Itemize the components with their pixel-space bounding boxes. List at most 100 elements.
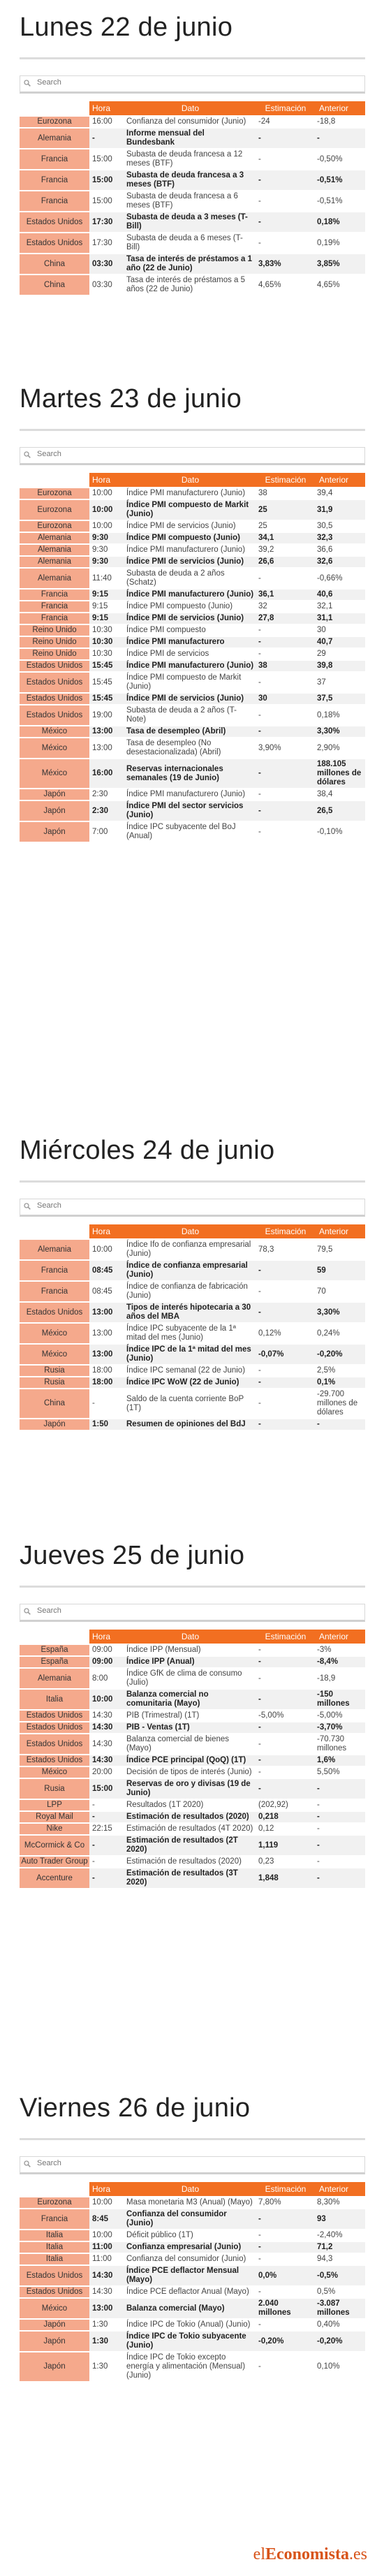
indicator-cell: Índice PMI compuesto <box>126 626 206 634</box>
estimate-cell: 30 <box>256 694 315 704</box>
estimate-cell: - <box>258 573 261 583</box>
indicator-cell: Subasta de deuda a 6 meses (T-Bill) <box>126 234 243 251</box>
event-row: Estados Unidos 15:45 Índice PMI compuesto … <box>20 673 365 692</box>
country-cell: Japón <box>20 2352 89 2381</box>
time-cell: 16:00 <box>89 759 124 788</box>
event-row: Rusia 15:00 Reservas de oro y divisas (19 … <box>20 1779 365 1799</box>
previous-cell: 1,6% <box>315 1755 365 1766</box>
estimate-cell: 3,90% <box>258 743 281 752</box>
event-row: Rusia 18:00 Índice IPC WoW (22 de Junio) -0… <box>20 1377 365 1388</box>
title-divider <box>20 2138 365 2140</box>
event-row: Japón 2:30 Índice PMI manufacturero (Junio… <box>20 789 365 800</box>
time-cell: 16:00 <box>92 117 112 126</box>
time-cell: 9:30 <box>89 533 124 543</box>
estimate-cell: 4,65% <box>258 280 281 289</box>
time-cell: 9:30 <box>89 557 124 567</box>
country-cell: Alemania <box>20 1240 89 1259</box>
country-cell: Eurozona <box>20 2197 89 2208</box>
indicator-cell: Reservas internacionales semanales (19 d… <box>124 759 256 788</box>
country-cell: España <box>20 1657 89 1667</box>
day-title: Viernes 26 de junio <box>20 2093 251 2123</box>
search-input[interactable] <box>36 1606 318 1616</box>
previous-cell: 40,7 <box>315 637 365 647</box>
time-cell: 9:30 <box>92 546 108 554</box>
estimate-cell: 25 <box>258 522 267 530</box>
previous-cell: 29 <box>317 650 326 658</box>
time-cell: 10:30 <box>92 650 112 658</box>
indicator-cell: Índice PMI manufacturero <box>124 637 256 647</box>
country-cell: Estados Unidos <box>20 694 89 704</box>
country-header <box>20 1224 89 1238</box>
event-row: China - Saldo de la cuenta corriente BoP (… <box>20 1389 365 1418</box>
indicator-cell: Índice IPC de Tokio subyacente (Junio) <box>124 2332 256 2351</box>
search-input[interactable] <box>36 2158 318 2168</box>
previous-header: Anterior <box>315 101 365 115</box>
previous-cell: - <box>317 1857 320 1866</box>
search-box[interactable] <box>20 2156 365 2174</box>
event-row: México 13:00 Índice IPC subyacente de la 1… <box>20 1324 365 1343</box>
indicator-cell: Balanza comercial no comunitaria (Mayo) <box>124 1690 256 1709</box>
search-box[interactable] <box>20 1604 365 1622</box>
country-cell: Alemania <box>20 545 89 555</box>
indicator-header: Dato <box>124 1630 256 1644</box>
previous-cell: 0,18% <box>317 710 340 719</box>
previous-cell: 40,6 <box>315 590 365 600</box>
country-cell: Rusia <box>20 1377 89 1388</box>
event-row: Italia 10:00 Balanza comercial no comunita… <box>20 1690 365 1709</box>
estimate-cell: - <box>258 1768 261 1776</box>
estimate-cell: 0,12 <box>258 1824 274 1833</box>
time-cell: 14:30 <box>89 2266 124 2285</box>
previous-cell: 32,3 <box>315 533 365 543</box>
indicator-cell: PIB (Trimestral) (1T) <box>126 1711 200 1720</box>
search-box[interactable] <box>20 75 365 94</box>
time-cell: 17:30 <box>92 238 112 247</box>
time-cell: 13:00 <box>89 2299 124 2318</box>
previous-cell: 3,30% <box>315 726 365 737</box>
estimate-cell: - <box>256 2209 315 2229</box>
indicator-cell: Confianza del consumidor (Junio) <box>126 2255 246 2263</box>
previous-cell: -2,40% <box>317 2231 343 2239</box>
country-cell: México <box>20 738 89 758</box>
day-title: Jueves 25 de junio <box>20 1541 245 1570</box>
title-divider <box>20 1586 365 1588</box>
previous-header: Anterior <box>315 473 365 487</box>
search-input[interactable] <box>36 78 318 87</box>
indicator-header: Dato <box>124 1224 256 1238</box>
indicator-cell: Índice PMI manufacturero (Junio) <box>126 546 246 554</box>
event-row: Italia 10:00 Déficit público (1T) - -2,40% <box>20 2230 365 2241</box>
indicator-cell: Índice PMI de servicios <box>126 650 209 658</box>
search-input[interactable] <box>36 449 318 459</box>
estimate-cell: 0,23 <box>258 1857 274 1866</box>
search-input[interactable] <box>36 1201 318 1210</box>
estimate-cell: - <box>258 1287 261 1296</box>
country-cell: Francia <box>20 613 89 624</box>
indicator-cell: Subasta de deuda a 2 años (Schatz) <box>126 569 225 587</box>
estimate-header: Estimación <box>256 101 315 115</box>
estimate-cell: - <box>258 2320 261 2329</box>
estimate-cell: - <box>258 2231 261 2239</box>
time-cell: - <box>89 1812 124 1822</box>
time-cell: 08:45 <box>89 1261 124 1280</box>
search-box[interactable] <box>20 447 365 465</box>
indicator-cell: Índice PMI del sector servicios (Junio) <box>124 801 256 821</box>
previous-cell: -8,4% <box>315 1657 365 1667</box>
country-cell: Japón <box>20 822 89 842</box>
event-row: Alemania 10:00 Índice Ifo de confianza emp… <box>20 1240 365 1259</box>
estimate-cell: 2.040 millones <box>256 2299 315 2318</box>
time-cell: 11:00 <box>89 2242 124 2253</box>
event-row: Estados Unidos 17:30 Subasta de deuda a 3 … <box>20 212 365 232</box>
country-cell: España <box>20 1645 89 1655</box>
estimate-cell: (202,92) <box>258 1801 288 1809</box>
estimate-cell: - <box>256 1303 315 1322</box>
event-row: LPP - Resultados (1T 2020) (202,92) - <box>20 1800 365 1810</box>
estimate-cell: - <box>258 1399 261 1407</box>
estimate-cell: - <box>258 154 261 163</box>
time-cell: - <box>92 1801 95 1809</box>
time-cell: 15:00 <box>89 170 124 190</box>
estimate-cell: 26,6 <box>256 557 315 567</box>
time-cell: 15:00 <box>92 154 112 163</box>
country-cell: Estados Unidos <box>20 212 89 232</box>
search-box[interactable] <box>20 1199 365 1217</box>
event-row: Estados Unidos 17:30 Subasta de deuda a 6 … <box>20 233 365 253</box>
previous-cell: -5,00% <box>317 1711 343 1720</box>
